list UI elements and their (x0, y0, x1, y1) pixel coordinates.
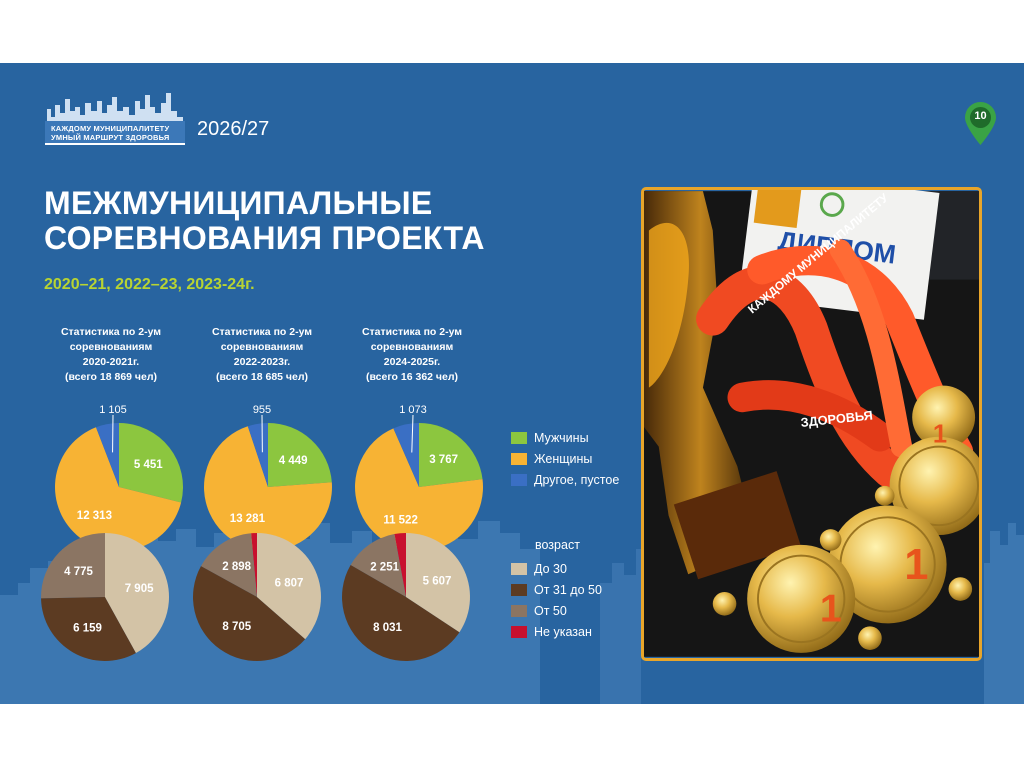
pie-slice-gender-2 (247, 423, 268, 487)
stat-line: (всего 18 869 чел) (64, 371, 158, 383)
pie-slice-gender-2 (95, 423, 119, 487)
page-subtitle: 2020–21, 2022–23, 2023-24г. (44, 276, 255, 293)
pie-data-label: 1 073 (399, 404, 427, 416)
pie-slice-gender-1 (355, 428, 484, 552)
legend-swatch (511, 432, 527, 444)
medal-number-2: 1 (904, 541, 928, 589)
stat-line: соревнованиям (370, 341, 454, 353)
logo-text-line1: КАЖДОМУ МУНИЦИПАЛИТЕТУ (51, 124, 170, 133)
stat-line: соревнованиям (220, 341, 304, 353)
pie-charts: 5 451 12 313 1 105 4 449 13 281 955 3 767 11 52… (41, 404, 484, 661)
stat-caption-2022: Статистика по 2-ум соревнованиям 2022-20… (187, 325, 337, 385)
page-number-pin-icon (965, 102, 996, 145)
pie-chart-age-1: 6 807 8 705 2 898 (192, 533, 321, 661)
stat-line: соревнованиям (69, 341, 153, 353)
stat-caption-2020: Статистика по 2-ум соревнованиям 2020-20… (36, 325, 186, 385)
legend-label: Женщины (534, 452, 593, 466)
legend-label: До 30 (534, 562, 567, 576)
legend-swatch (511, 584, 527, 596)
legend-swatch (511, 605, 527, 617)
legend-swatch (511, 626, 527, 638)
stat-line: Статистика по 2-ум (211, 326, 313, 338)
pie-slice-gender-0 (268, 423, 332, 487)
stat-line: Статистика по 2-ум (361, 326, 463, 338)
legend-swatch (511, 474, 527, 486)
stat-line: (всего 16 362 чел) (365, 371, 459, 383)
page-title: МЕЖМУНИЦИПАЛЬНЫЕ СОРЕВНОВАНИЯ ПРОЕКТА (44, 186, 485, 256)
pie-slice-age-3 (251, 533, 257, 597)
pie-slice-gender-0 (119, 423, 184, 503)
legend-label: От 50 (534, 604, 567, 618)
legend-swatch (511, 453, 527, 465)
pie-data-label: 3 767 (429, 454, 458, 466)
logo-text-line2: УМНЫЙ МАРШРУТ ЗДОРОВЬЯ (51, 133, 170, 142)
pie-slice-age-1 (192, 566, 306, 661)
legend-label: Мужчины (534, 431, 589, 445)
stat-line: 2024-2025г. (383, 356, 441, 368)
medal-number-1: 1 (820, 586, 842, 630)
medal-number-3: 1 (933, 421, 947, 449)
pie-data-label: 1 105 (99, 404, 127, 416)
medals-trophy-photo: ДИПЛОМ КАЖДОМУ МУНИЦИПАЛИТЕТУ ЗДОРОВЬЯ 1… (641, 187, 982, 661)
pie-data-label: 8 031 (373, 622, 402, 634)
pie-slice-age-0 (105, 533, 170, 654)
pie-chart-age-2: 5 607 8 031 2 251 (342, 533, 470, 661)
pie-chart-gender-0: 5 451 12 313 1 105 (55, 404, 184, 551)
legend-label: Другое, пустое (534, 473, 620, 487)
pie-slice-age-3 (394, 533, 406, 597)
pie-slice-gender-1 (55, 427, 182, 551)
pie-data-label: 8 705 (222, 621, 251, 633)
pie-data-label: 7 905 (125, 583, 154, 595)
logo-skyline-icon (45, 93, 185, 145)
legend-age-title: возраст (535, 538, 580, 552)
pie-slice-age-0 (406, 533, 470, 633)
legend-swatch (511, 563, 527, 575)
pie-slice-age-1 (342, 564, 460, 661)
year-label: 2026/27 (197, 118, 270, 140)
pie-data-label: 13 281 (230, 513, 266, 525)
pie-slice-age-2 (200, 533, 257, 597)
pie-data-label: 4 775 (64, 566, 93, 578)
pie-chart-gender-2: 3 767 11 522 1 073 (355, 404, 484, 552)
pie-data-label: 2 898 (222, 561, 251, 573)
pie-data-label: 6 807 (275, 577, 304, 589)
title-line-1: МЕЖМУНИЦИПАЛЬНЫЕ (44, 185, 433, 221)
title-line-2: СОРЕВНОВАНИЯ ПРОЕКТА (44, 220, 485, 256)
page-number: 10 (974, 110, 987, 122)
pie-data-label: 955 (253, 404, 271, 416)
legend-label: Не указан (534, 625, 592, 639)
stat-line: Статистика по 2-ум (60, 326, 162, 338)
pie-data-label: 11 522 (383, 514, 418, 526)
stat-line: 2020-2021г. (82, 356, 140, 368)
pie-chart-age-0: 7 905 6 159 4 775 (41, 533, 170, 661)
pie-data-label: 12 313 (77, 510, 112, 522)
pie-slice-gender-1 (203, 426, 332, 551)
pie-slice-age-2 (350, 534, 406, 597)
pie-slice-gender-0 (419, 423, 483, 487)
pie-slice-age-2 (41, 533, 105, 599)
pie-data-label: 2 251 (370, 562, 399, 574)
slide: КАЖДОМУ МУНИЦИПАЛИТЕТУ УМНЫЙ МАРШРУТ ЗДО… (0, 63, 1024, 704)
pie-data-label: 5 607 (423, 575, 452, 587)
stat-line: 2022-2023г. (233, 356, 291, 368)
pie-leader-line (411, 414, 414, 453)
pie-data-label: 5 451 (134, 459, 163, 471)
pie-slice-age-1 (41, 597, 136, 661)
pie-data-label: 4 449 (279, 455, 308, 467)
stat-caption-2024: Статистика по 2-ум соревнованиям 2024-20… (337, 325, 487, 385)
pie-data-label: 6 159 (73, 623, 102, 635)
pie-chart-gender-1: 4 449 13 281 955 (203, 404, 332, 551)
stat-line: (всего 18 685 чел) (215, 371, 309, 383)
pie-slice-age-0 (257, 533, 321, 640)
legend-label: От 31 до 50 (534, 583, 602, 597)
